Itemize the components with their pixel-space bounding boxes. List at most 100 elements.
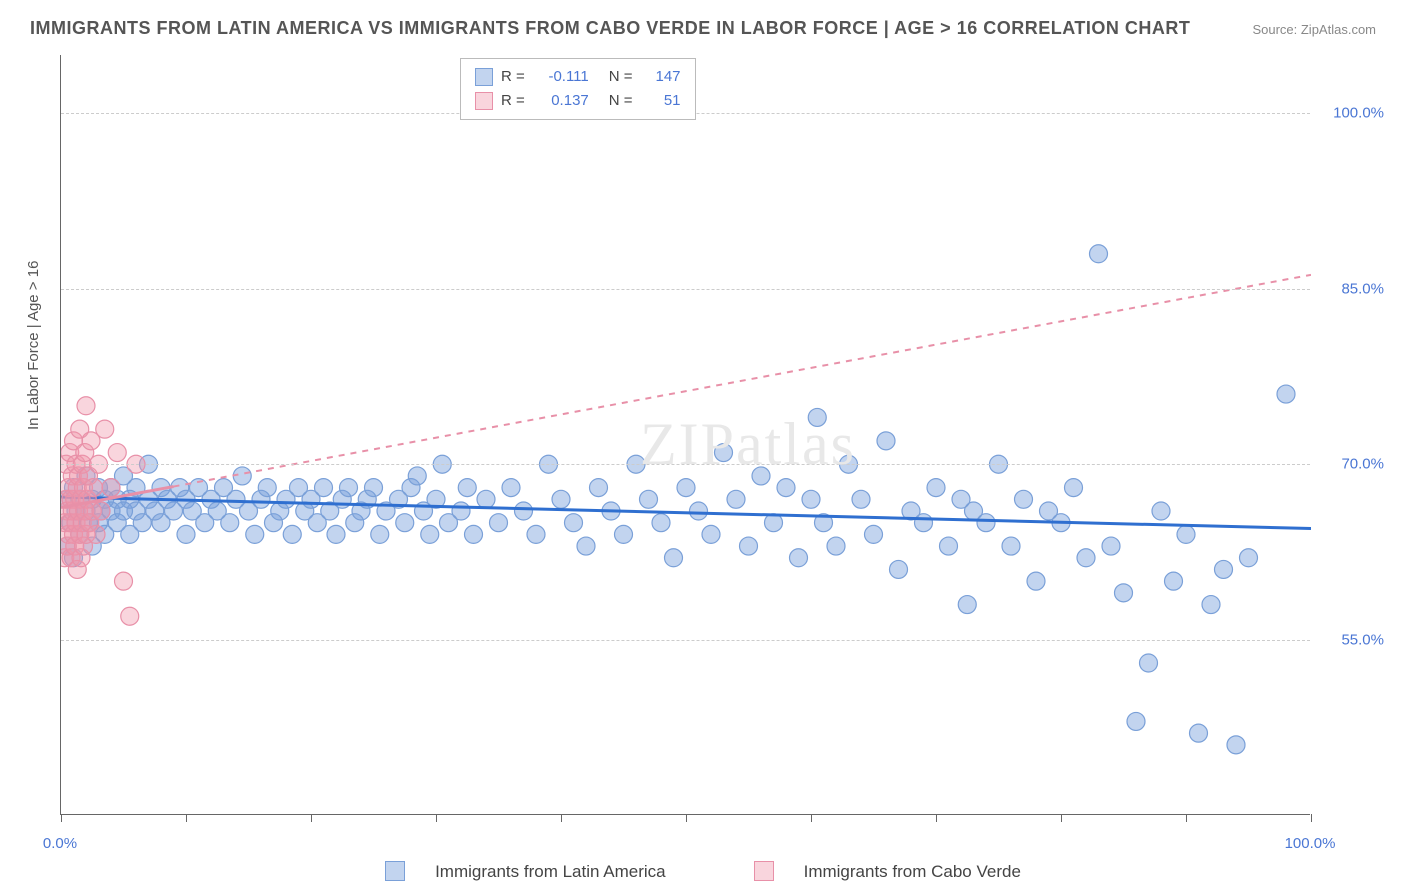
- data-point: [1152, 502, 1170, 520]
- x-tick: [1061, 814, 1062, 822]
- legend-swatch: [475, 92, 493, 110]
- legend-r-label: R =: [501, 89, 525, 113]
- data-point: [246, 525, 264, 543]
- data-point: [1127, 712, 1145, 730]
- data-point: [927, 479, 945, 497]
- gridline-h: [61, 289, 1310, 290]
- data-point: [327, 525, 345, 543]
- x-tick: [311, 814, 312, 822]
- data-point: [615, 525, 633, 543]
- data-point: [1240, 549, 1258, 567]
- legend-n-value: 51: [641, 89, 681, 113]
- x-tick: [561, 814, 562, 822]
- y-axis-label: In Labor Force | Age > 16: [25, 261, 42, 430]
- data-point: [1227, 736, 1245, 754]
- x-tick-label: 100.0%: [1285, 835, 1336, 852]
- data-point: [727, 490, 745, 508]
- legend-r-label: R =: [501, 65, 525, 89]
- legend-row: R =-0.111N =147: [475, 65, 681, 89]
- trend-line-dashed: [174, 275, 1312, 487]
- data-point: [408, 467, 426, 485]
- data-point: [477, 490, 495, 508]
- data-point: [283, 525, 301, 543]
- y-tick-label: 85.0%: [1341, 280, 1384, 297]
- gridline-h: [61, 464, 1310, 465]
- series-legend: Immigrants from Latin America Immigrants …: [0, 861, 1406, 882]
- data-point: [565, 514, 583, 532]
- data-point: [1015, 490, 1033, 508]
- legend-r-value: -0.111: [533, 65, 589, 89]
- scatter-layer: [61, 55, 1311, 815]
- data-point: [1027, 572, 1045, 590]
- data-point: [702, 525, 720, 543]
- data-point: [340, 479, 358, 497]
- data-point: [85, 479, 103, 497]
- data-point: [490, 514, 508, 532]
- data-point: [221, 514, 239, 532]
- y-tick-label: 55.0%: [1341, 631, 1384, 648]
- legend-r-value: 0.137: [533, 89, 589, 113]
- x-tick: [436, 814, 437, 822]
- legend-label: Immigrants from Latin America: [435, 862, 666, 881]
- legend-row: R = 0.137 N = 51: [475, 89, 681, 113]
- data-point: [665, 549, 683, 567]
- legend-label: Immigrants from Cabo Verde: [804, 862, 1021, 881]
- x-tick: [936, 814, 937, 822]
- gridline-h: [61, 640, 1310, 641]
- x-tick: [61, 814, 62, 822]
- data-point: [527, 525, 545, 543]
- plot-area: [60, 55, 1310, 815]
- data-point: [1115, 584, 1133, 602]
- data-point: [102, 479, 120, 497]
- data-point: [1165, 572, 1183, 590]
- chart-title: IMMIGRANTS FROM LATIN AMERICA VS IMMIGRA…: [30, 18, 1190, 39]
- correlation-legend: R = -0.111 N = 147R = 0.137 N = 51: [460, 58, 696, 120]
- data-point: [740, 537, 758, 555]
- data-point: [677, 479, 695, 497]
- legend-swatch: [475, 68, 493, 86]
- data-point: [87, 525, 105, 543]
- x-tick-label: 0.0%: [43, 835, 77, 852]
- data-point: [1065, 479, 1083, 497]
- data-point: [752, 467, 770, 485]
- legend-entry: Immigrants from Latin America: [363, 862, 688, 881]
- data-point: [77, 397, 95, 415]
- data-point: [890, 560, 908, 578]
- data-point: [1177, 525, 1195, 543]
- data-point: [365, 479, 383, 497]
- legend-n-label: N =: [609, 89, 633, 113]
- data-point: [465, 525, 483, 543]
- data-point: [690, 502, 708, 520]
- data-point: [1077, 549, 1095, 567]
- legend-n-value: 147: [641, 65, 681, 89]
- source-attribution: Source: ZipAtlas.com: [1252, 22, 1376, 37]
- data-point: [121, 607, 139, 625]
- x-tick: [811, 814, 812, 822]
- data-point: [396, 514, 414, 532]
- data-point: [92, 502, 110, 520]
- data-point: [790, 549, 808, 567]
- data-point: [458, 479, 476, 497]
- data-point: [258, 479, 276, 497]
- data-point: [1002, 537, 1020, 555]
- data-point: [1202, 596, 1220, 614]
- data-point: [421, 525, 439, 543]
- data-point: [371, 525, 389, 543]
- data-point: [977, 514, 995, 532]
- legend-entry: Immigrants from Cabo Verde: [732, 862, 1043, 881]
- data-point: [552, 490, 570, 508]
- data-point: [1190, 724, 1208, 742]
- data-point: [515, 502, 533, 520]
- data-point: [502, 479, 520, 497]
- data-point: [1277, 385, 1295, 403]
- data-point: [777, 479, 795, 497]
- data-point: [852, 490, 870, 508]
- data-point: [715, 444, 733, 462]
- data-point: [958, 596, 976, 614]
- y-tick-label: 70.0%: [1341, 456, 1384, 473]
- legend-swatch: [385, 861, 405, 881]
- x-tick: [1311, 814, 1312, 822]
- x-tick: [1186, 814, 1187, 822]
- data-point: [652, 514, 670, 532]
- data-point: [640, 490, 658, 508]
